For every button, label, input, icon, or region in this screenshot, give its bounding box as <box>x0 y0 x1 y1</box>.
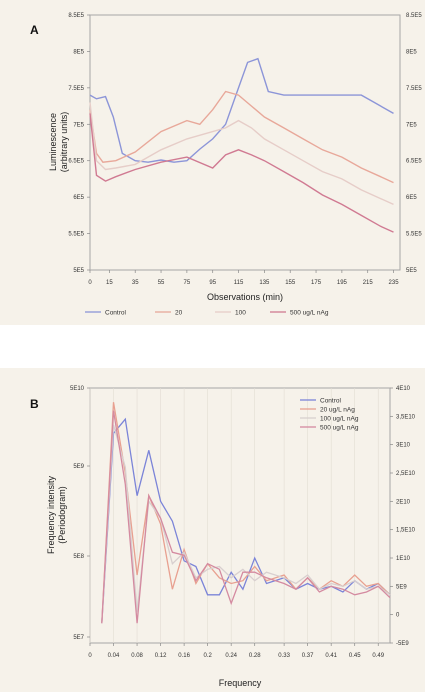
x-tick-label-a: 95 <box>209 280 216 286</box>
y-tick-label-b-right: 2,5E10 <box>396 471 416 477</box>
legend-label-a: 20 <box>175 310 183 317</box>
y-tick-label-a-right: 5.5E5 <box>406 232 422 238</box>
legend-label-b: 20 ug/L nAg <box>320 407 355 414</box>
y-tick-label-a-left: 6E5 <box>73 195 84 201</box>
y-tick-label-a-left: 6.5E5 <box>68 159 84 165</box>
y-tick-label-b-left: 5E8 <box>73 554 84 560</box>
y-axis-title-b-line2: (Periodogram) <box>57 486 67 544</box>
series-line-a <box>89 57 394 163</box>
series-line-b <box>101 417 391 624</box>
y-tick-label-b-right: 2E10 <box>396 499 411 505</box>
x-tick-label-b: 0.41 <box>325 653 337 659</box>
y-tick-label-b-right: 1,5E10 <box>396 528 416 534</box>
y-tick-label-b-right: 0 <box>396 613 400 619</box>
y-tick-label-b-left: 5E9 <box>73 464 84 470</box>
x-tick-label-a: 155 <box>285 280 296 286</box>
legend-label-b: 500 ug/L nAg <box>320 425 359 432</box>
series-a <box>89 57 394 233</box>
y-tick-label-a-left: 8E5 <box>73 49 84 55</box>
x-axis-title-a: Observations (min) <box>207 292 283 302</box>
legend-label-b: 100 ug/L nAg <box>320 416 359 423</box>
y-tick-label-a-left: 5E5 <box>73 268 84 274</box>
y-tick-label-b-right: -5E9 <box>396 641 409 647</box>
y-tick-label-b-right: 5E9 <box>396 584 407 590</box>
series-line-a <box>89 90 394 184</box>
x-tick-label-a: 135 <box>259 280 270 286</box>
legend-label-a: 500 ug/L nAg <box>290 310 329 317</box>
x-tick-label-b: 0.37 <box>302 653 314 659</box>
legend-label-a: 100 <box>235 310 246 317</box>
legend-label-b: Control <box>320 398 342 405</box>
y-tick-label-a-left: 8.5E5 <box>68 13 84 19</box>
y-axis-title-a-line1: Luminescence <box>48 113 58 171</box>
y-tick-label-a-right: 7.5E5 <box>406 86 422 92</box>
x-tick-label-b: 0.16 <box>178 653 190 659</box>
x-tick-label-b: 0.08 <box>131 653 143 659</box>
panel-b-background <box>0 368 425 692</box>
x-tick-label-b: 0.49 <box>372 653 384 659</box>
x-tick-label-b: 0.33 <box>278 653 290 659</box>
ticks-b: 0 0.04 0.08 0.12 0.16 0.2 0.24 0.28 0.33 0.37 0.41… <box>70 386 416 659</box>
legend-a: Control 20 100 500 ug/L nAg <box>85 310 329 317</box>
x-tick-label-b: 0 <box>88 653 92 659</box>
x-tick-label-a: 55 <box>158 280 165 286</box>
y-tick-label-b-right: 1E10 <box>396 556 411 562</box>
x-tick-label-a: 215 <box>363 280 374 286</box>
x-tick-label-a: 0 <box>88 280 92 286</box>
y-tick-label-b-right: 4E10 <box>396 386 411 392</box>
x-tick-label-b: 0.04 <box>108 653 120 659</box>
grid-b <box>89 388 379 643</box>
x-tick-label-b: 0.24 <box>225 653 237 659</box>
y-axis-title-b-line1: Frequency intensity <box>46 475 56 554</box>
y-tick-label-a-right: 5E5 <box>406 268 417 274</box>
panel-letter-b: B <box>30 397 39 411</box>
y-tick-label-a-right: 7E5 <box>406 122 417 128</box>
x-tick-label-a: 35 <box>132 280 139 286</box>
y-tick-label-a-left: 7E5 <box>73 122 84 128</box>
x-tick-label-b: 0.28 <box>249 653 261 659</box>
legend-label-a: Control <box>105 310 127 317</box>
plot-frame-a <box>89 14 401 271</box>
x-tick-label-a: 175 <box>311 280 322 286</box>
series-line-a <box>89 113 394 233</box>
x-tick-label-a: 195 <box>337 280 348 286</box>
series-b <box>101 402 391 624</box>
y-tick-label-a-left: 7.5E5 <box>68 86 84 92</box>
legend-b: Control 20 ug/L nAg 100 ug/L nAg 500 ug/L n… <box>300 398 359 432</box>
x-tick-label-a: 15 <box>106 280 113 286</box>
panel-letter-a: A <box>30 23 39 37</box>
series-line-a <box>89 102 394 206</box>
y-axis-title-a-line2: (arbitrary units) <box>59 112 69 173</box>
y-tick-label-a-right: 8.5E5 <box>406 13 422 19</box>
periodogram-chart: B 0 0.04 0.08 0.12 0.16 0.2 0.24 0.28 0.33 0.37 0.… <box>30 386 416 688</box>
ticks-a: 0 15 35 55 75 95 115 135 155 175 195 215 235 5E5 5E5 5.… <box>68 13 422 286</box>
x-tick-label-b: 0.12 <box>155 653 167 659</box>
x-tick-label-a: 115 <box>234 280 244 286</box>
x-axis-title-b: Frequency <box>219 678 262 688</box>
x-tick-label-b: 0.45 <box>349 653 361 659</box>
y-tick-label-a-right: 8E5 <box>406 49 417 55</box>
series-line-b <box>101 402 391 624</box>
y-tick-label-b-left: 5E7 <box>73 635 84 641</box>
x-tick-label-a: 75 <box>184 280 191 286</box>
y-tick-label-a-left: 5.5E5 <box>68 232 84 238</box>
y-tick-label-b-right: 3,5E10 <box>396 414 416 420</box>
luminescence-chart: A 0 15 35 55 75 95 115 135 155 175 195 215 235 5E5 5E5… <box>30 13 422 317</box>
y-tick-label-b-left: 5E10 <box>70 386 85 392</box>
series-line-b <box>101 410 391 624</box>
y-tick-label-a-right: 6E5 <box>406 195 417 201</box>
x-tick-label-a: 235 <box>389 280 400 286</box>
y-tick-label-b-right: 3E10 <box>396 443 411 449</box>
y-tick-label-a-right: 6.5E5 <box>406 159 422 165</box>
x-tick-label-b: 0.2 <box>203 653 212 659</box>
